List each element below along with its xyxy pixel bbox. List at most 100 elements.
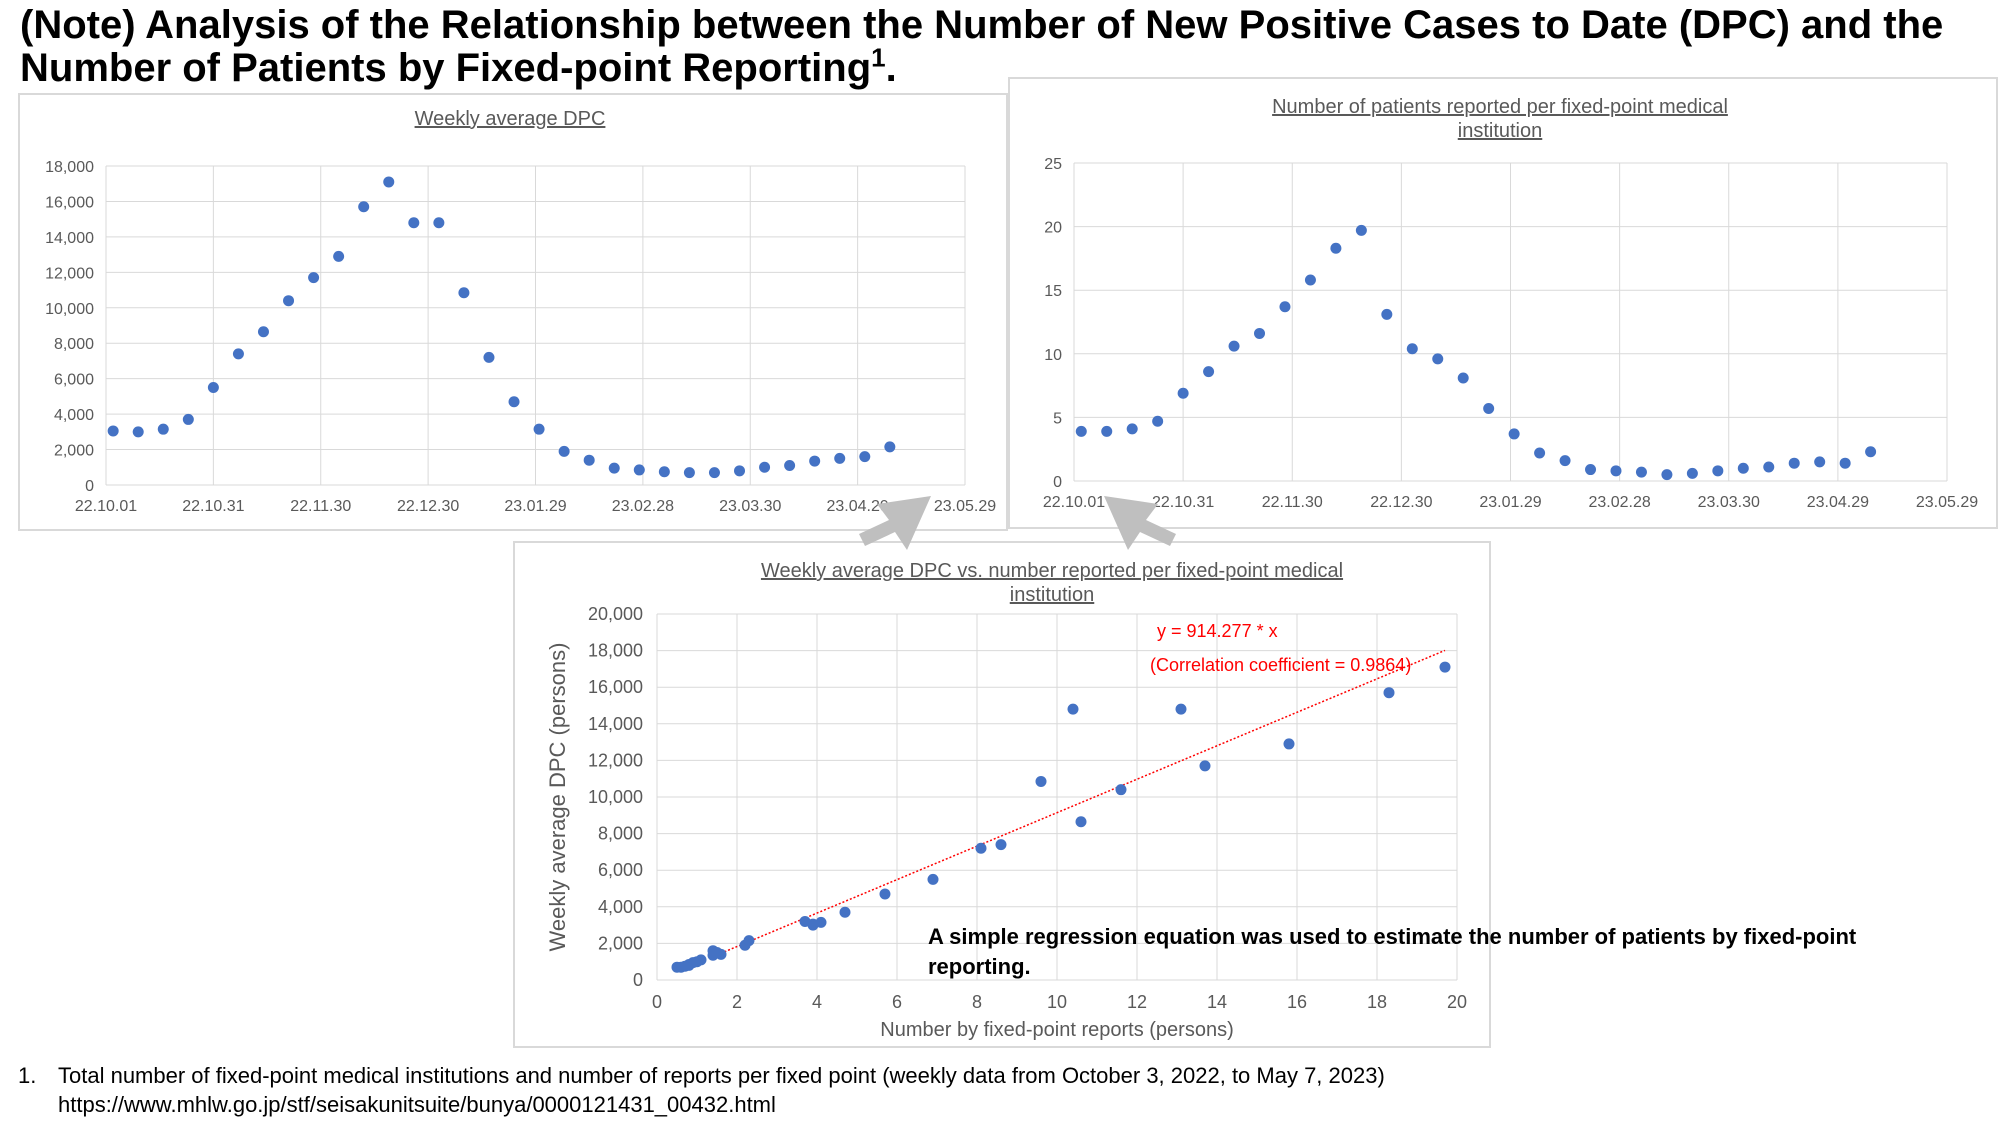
y-tick-label: 12,000 [588, 750, 643, 770]
x-tick-label: 23.03.30 [1698, 494, 1760, 511]
y-tick-label: 16,000 [45, 194, 94, 211]
data-point [1559, 455, 1571, 467]
data-point [884, 441, 896, 453]
data-point [1585, 464, 1597, 476]
x-tick-label: 10 [1047, 992, 1067, 1012]
data-point [257, 326, 269, 338]
data-point [383, 176, 395, 188]
data-point [743, 935, 755, 947]
y-tick-label: 18,000 [45, 159, 94, 176]
x-tick-label: 22.10.31 [182, 498, 244, 515]
y-tick-label: 6,000 [54, 372, 94, 389]
data-point [508, 396, 520, 408]
data-point [107, 425, 119, 437]
data-point [182, 413, 194, 425]
data-point [1457, 372, 1469, 384]
x-tick-label: 0 [652, 992, 662, 1012]
data-point [1035, 775, 1047, 787]
trendline [716, 649, 1446, 956]
data-point [759, 461, 771, 473]
data-point [1175, 703, 1187, 715]
y-tick-label: 14,000 [588, 714, 643, 734]
footnote-text: Total number of fixed-point medical inst… [58, 1063, 1385, 1088]
slide-title-footnote-marker: 1 [871, 42, 886, 73]
data-point [207, 382, 219, 394]
x-tick-label: 23.05.29 [934, 498, 996, 515]
x-tick-label: 4 [812, 992, 822, 1012]
y-tick-label: 25 [1044, 156, 1062, 173]
x-tick-label: 2 [732, 992, 742, 1012]
footnote-url: https://www.mhlw.go.jp/stf/seisakunitsui… [58, 1092, 776, 1117]
correlation-coefficient: (Correlation coefficient = 0.9864) [1150, 655, 1411, 675]
data-point [1203, 366, 1215, 378]
data-point [1067, 703, 1079, 715]
data-point [1075, 425, 1087, 437]
y-tick-label: 5 [1053, 410, 1062, 427]
data-point [658, 466, 670, 478]
data-point [975, 842, 987, 854]
data-point [458, 287, 470, 299]
weekly-dpc-chart-panel: Weekly average DPC 0 2,000 4,000 6,000 8,000 1… [18, 93, 1008, 531]
data-point [1228, 340, 1240, 352]
data-point [1101, 425, 1113, 437]
y-tick-label: 10,000 [588, 787, 643, 807]
data-point [1279, 301, 1291, 313]
data-point [1330, 242, 1342, 254]
regression-chart-panel: Weekly average DPC vs. number reported p… [513, 541, 1491, 1048]
y-tick-label: 8,000 [598, 824, 643, 844]
data-point [799, 915, 811, 927]
data-point [558, 445, 570, 457]
x-tick-label: 6 [892, 992, 902, 1012]
y-tick-label: 0 [633, 970, 643, 990]
x-tick-label: 20 [1447, 992, 1467, 1012]
weekly-dpc-chart: Weekly average DPC 0 2,000 4,000 6,000 8,000 1… [45, 108, 996, 515]
y-tick-label: 20 [1044, 220, 1062, 237]
data-point [308, 272, 320, 284]
y-tick-label: 0 [1053, 474, 1062, 491]
x-tick-label: 23.02.28 [1588, 494, 1650, 511]
data-point [483, 351, 495, 363]
arrow-right-icon [1104, 496, 1176, 550]
x-tick-label: 23.02.28 [612, 498, 674, 515]
data-point [1737, 462, 1749, 474]
data-point [408, 217, 420, 229]
x-tick-label: 22.10.01 [1043, 494, 1105, 511]
data-point [1635, 466, 1647, 478]
chart-title: Weekly average DPC vs. number reported p… [761, 560, 1343, 582]
x-axis-title: Number by fixed-point reports (persons) [880, 1019, 1233, 1041]
slide-title-text: (Note) Analysis of the Relationship betw… [20, 3, 1944, 90]
data-point [1355, 224, 1367, 236]
trendline-equation: y = 914.277 * x [1157, 621, 1278, 641]
data-point [1534, 447, 1546, 459]
x-tick-label: 23.04.29 [1807, 494, 1869, 511]
data-point [333, 250, 345, 262]
y-tick-label: 2,000 [598, 933, 643, 953]
x-tick-label: 22.10.01 [75, 498, 137, 515]
y-tick-label: 10 [1044, 347, 1062, 364]
data-point [533, 423, 545, 435]
chart-title: institution [1458, 120, 1543, 142]
x-tick-label: 22.12.30 [397, 498, 459, 515]
slide-title-suffix: . [885, 46, 897, 90]
chart-title: Weekly average DPC [415, 108, 606, 130]
data-point [784, 460, 796, 472]
data-point [283, 295, 295, 307]
y-tick-label: 4,000 [54, 407, 94, 424]
data-point [683, 467, 695, 479]
y-tick-label: 20,000 [588, 604, 643, 624]
data-point [358, 201, 370, 213]
data-point [1304, 274, 1316, 286]
data-point [1661, 469, 1673, 481]
data-point [695, 954, 707, 966]
x-tick-label: 23.04.29 [826, 498, 888, 515]
y-tick-label: 18,000 [588, 641, 643, 661]
data-point [927, 873, 939, 885]
data-point [815, 916, 827, 928]
fixed-point-chart-panel: Number of patients reported per fixed-po… [1008, 77, 1998, 529]
data-point [859, 451, 871, 463]
x-tick-label: 23.05.29 [1916, 494, 1978, 511]
regression-chart: Weekly average DPC vs. number reported p… [545, 560, 1467, 1041]
data-point [1283, 738, 1295, 750]
data-point [132, 426, 144, 438]
data-point [608, 462, 620, 474]
